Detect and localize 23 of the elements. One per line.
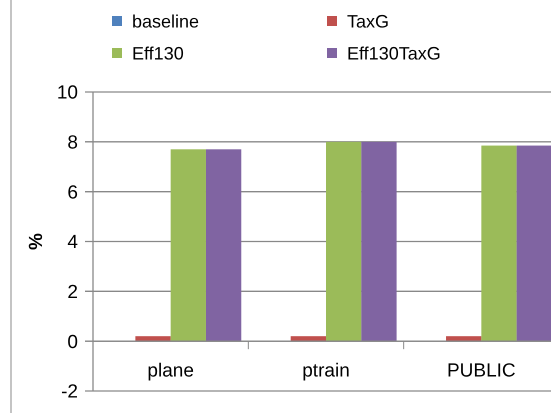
- bar: [361, 142, 397, 342]
- legend-label: Eff130TaxG: [347, 43, 441, 64]
- y-tick-label: 0: [67, 332, 78, 353]
- y-tick-label: 6: [67, 182, 78, 204]
- y-tick-label: 10: [56, 82, 78, 104]
- legend-label: Eff130: [132, 43, 184, 64]
- bar: [170, 149, 206, 342]
- bar: [290, 336, 326, 342]
- y-tick-label: 8: [67, 132, 78, 154]
- bar: [446, 336, 482, 342]
- x-tick-label: ptrain: [302, 360, 350, 382]
- legend-label: baseline: [132, 11, 200, 32]
- x-tick-label: plane: [147, 360, 194, 382]
- bar: [481, 146, 517, 342]
- x-tick-label: PUBLIC: [447, 360, 516, 382]
- y-tick-label: 2: [67, 282, 78, 303]
- bar: [516, 146, 551, 342]
- y-tick-label: 4: [67, 232, 78, 254]
- bar: [206, 149, 242, 342]
- y-axis-title: %: [26, 232, 47, 250]
- y-tick-label: -2: [61, 382, 78, 403]
- legend-label: TaxG: [347, 11, 390, 32]
- bar: [326, 142, 362, 342]
